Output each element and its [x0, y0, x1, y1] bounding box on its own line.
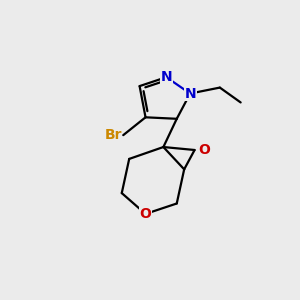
Text: N: N — [160, 70, 172, 84]
Text: O: O — [198, 143, 210, 157]
Text: O: O — [140, 207, 152, 221]
Text: N: N — [184, 86, 196, 100]
Text: Br: Br — [104, 128, 122, 142]
